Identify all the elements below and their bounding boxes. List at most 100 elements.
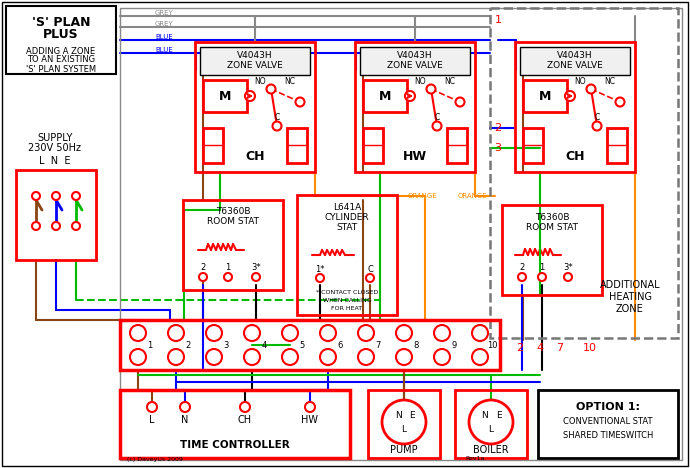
Text: TO AN EXISTING: TO AN EXISTING (27, 56, 95, 65)
Text: NC: NC (284, 78, 295, 87)
Text: CH: CH (245, 149, 265, 162)
Bar (447, 128, 467, 145)
Text: ADDITIONAL: ADDITIONAL (600, 280, 660, 290)
Circle shape (168, 325, 184, 341)
Circle shape (593, 122, 602, 131)
Text: C: C (367, 264, 373, 273)
Circle shape (615, 97, 624, 107)
Text: GREY: GREY (155, 21, 174, 27)
Text: T6360B: T6360B (216, 207, 250, 217)
Text: ROOM STAT: ROOM STAT (526, 222, 578, 232)
Text: M: M (219, 89, 231, 102)
Circle shape (434, 349, 450, 365)
Circle shape (199, 273, 207, 281)
Bar (203, 128, 223, 145)
Text: PUMP: PUMP (390, 445, 418, 455)
Text: Rev1a: Rev1a (465, 456, 484, 461)
Text: V4043H: V4043H (237, 51, 273, 60)
Bar (490, 8, 678, 338)
Text: 1*: 1* (315, 264, 325, 273)
Circle shape (224, 273, 232, 281)
Text: (c) DaveyUs 2009: (c) DaveyUs 2009 (127, 456, 183, 461)
Text: 9: 9 (451, 341, 457, 350)
Text: 3*: 3* (251, 263, 261, 272)
Text: V4043H: V4043H (397, 51, 433, 60)
Bar (607, 128, 627, 163)
Circle shape (396, 349, 412, 365)
Circle shape (252, 273, 260, 281)
Text: L641A: L641A (333, 203, 361, 212)
Text: 'S' PLAN: 'S' PLAN (32, 15, 90, 29)
Text: N: N (181, 415, 188, 425)
Bar (203, 128, 223, 163)
Bar (120, 390, 350, 458)
Bar (523, 128, 543, 163)
Circle shape (366, 274, 374, 282)
Circle shape (472, 325, 488, 341)
Text: STAT: STAT (337, 224, 357, 233)
Text: ADDING A ZONE: ADDING A ZONE (26, 46, 95, 56)
Bar (183, 200, 283, 290)
Bar (523, 128, 543, 145)
Circle shape (282, 325, 298, 341)
Bar (368, 390, 440, 458)
Text: 1: 1 (495, 15, 502, 25)
Text: C: C (435, 114, 440, 123)
Text: TIME CONTROLLER: TIME CONTROLLER (180, 440, 290, 450)
Circle shape (130, 349, 146, 365)
Text: 6: 6 (337, 341, 343, 350)
Circle shape (396, 325, 412, 341)
Bar (607, 128, 627, 145)
Text: NO: NO (574, 78, 586, 87)
Text: E: E (409, 411, 415, 421)
Text: 2: 2 (200, 263, 206, 272)
Bar (363, 128, 383, 145)
Circle shape (405, 91, 415, 101)
Text: NO: NO (254, 78, 266, 87)
Circle shape (244, 325, 260, 341)
Bar (200, 47, 310, 75)
Text: 2: 2 (186, 341, 190, 350)
Text: NC: NC (604, 78, 615, 87)
Text: ORANGE: ORANGE (407, 193, 437, 199)
Circle shape (52, 192, 60, 200)
Bar (363, 80, 407, 112)
Text: 230V 50Hz: 230V 50Hz (28, 143, 81, 153)
Circle shape (130, 325, 146, 341)
Circle shape (180, 402, 190, 412)
Circle shape (206, 325, 222, 341)
Text: 10: 10 (486, 341, 497, 350)
Text: BLUE: BLUE (155, 34, 172, 40)
Text: PLUS: PLUS (43, 28, 79, 41)
Circle shape (426, 85, 435, 94)
Bar (287, 128, 307, 163)
Text: CONVENTIONAL STAT: CONVENTIONAL STAT (563, 417, 653, 426)
Bar (360, 47, 470, 75)
Circle shape (32, 192, 40, 200)
Text: T6360B: T6360B (535, 212, 569, 221)
Circle shape (433, 122, 442, 131)
Bar (502, 205, 602, 295)
Circle shape (52, 222, 60, 230)
Text: 2: 2 (520, 263, 524, 272)
Bar (455, 390, 527, 458)
Text: N: N (482, 411, 489, 421)
Circle shape (206, 349, 222, 365)
Text: WHEN CALLING: WHEN CALLING (323, 298, 371, 302)
Circle shape (316, 274, 324, 282)
Circle shape (320, 325, 336, 341)
Text: ORANGE: ORANGE (457, 193, 487, 199)
Circle shape (273, 122, 282, 131)
Text: 3: 3 (224, 341, 228, 350)
Circle shape (72, 222, 80, 230)
Circle shape (32, 222, 40, 230)
Circle shape (434, 325, 450, 341)
Bar (195, 42, 315, 172)
Text: CYLINDER: CYLINDER (325, 213, 369, 222)
Text: 2: 2 (516, 343, 524, 353)
Bar (355, 42, 475, 172)
Text: HW: HW (403, 149, 427, 162)
Bar (120, 8, 682, 460)
Text: * CONTACT CLOSED: * CONTACT CLOSED (316, 290, 378, 294)
Text: ZONE VALVE: ZONE VALVE (547, 61, 603, 71)
